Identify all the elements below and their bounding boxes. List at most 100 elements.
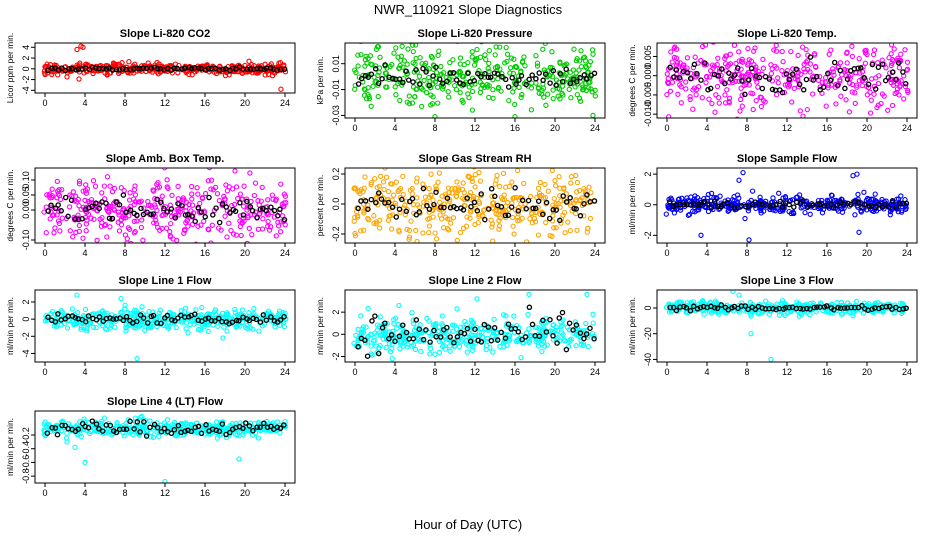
data-point: [131, 201, 137, 208]
median-point: [570, 327, 576, 333]
data-point: [82, 306, 89, 313]
median-point: [746, 77, 752, 83]
median-point: [494, 337, 501, 343]
data-point: [156, 310, 162, 316]
data-point: [354, 214, 361, 220]
x-tick-label: 8: [122, 98, 127, 108]
data-point: [265, 212, 271, 218]
data-point: [751, 62, 757, 68]
median-point: [175, 422, 182, 429]
median-point: [697, 202, 703, 208]
outlier-point: [512, 114, 518, 118]
y-tick-label: -20: [643, 327, 653, 340]
median-point: [814, 304, 820, 310]
data-point: [130, 431, 136, 438]
data-point: [503, 184, 509, 190]
data-point: [214, 191, 221, 197]
data-point: [685, 212, 692, 218]
data-point: [485, 65, 491, 72]
median-point: [472, 326, 478, 332]
x-tick-label: 16: [200, 248, 210, 258]
data-point: [41, 427, 47, 433]
data-point: [501, 192, 507, 198]
data-point: [831, 72, 837, 78]
data-point: [365, 85, 371, 91]
data-point: [199, 195, 206, 202]
median-point: [203, 422, 209, 428]
data-point: [166, 323, 172, 330]
median-point: [229, 319, 236, 325]
median-point: [567, 80, 574, 87]
x-tick-label: 4: [82, 367, 87, 377]
x-tick-label: 16: [510, 123, 520, 133]
data-point: [386, 205, 393, 211]
data-point: [896, 65, 903, 71]
outlier-point: [454, 306, 460, 312]
data-point: [472, 184, 478, 190]
median-point: [766, 76, 773, 82]
y-axis-label: ml/min per min.: [5, 418, 15, 476]
data-point: [438, 63, 444, 70]
data-point: [409, 310, 415, 316]
data-point: [557, 60, 563, 66]
median-point: [55, 311, 61, 317]
data-point: [389, 61, 395, 68]
median-point: [244, 66, 250, 72]
median-point: [216, 219, 223, 226]
data-point: [477, 178, 484, 184]
data-point: [771, 47, 777, 53]
data-point: [76, 203, 82, 209]
median-point: [859, 204, 865, 211]
data-point: [99, 190, 105, 196]
median-point: [889, 198, 896, 204]
data-point: [717, 38, 721, 42]
y-tick-label: -0.005: [643, 82, 653, 108]
median-point: [274, 67, 280, 73]
data-point: [804, 106, 810, 113]
median-point: [748, 65, 755, 72]
data-point: [887, 212, 893, 218]
data-point: [352, 214, 358, 221]
median-point: [44, 430, 51, 436]
outlier-point: [742, 215, 748, 222]
data-point: [483, 56, 489, 63]
data-point: [478, 325, 484, 331]
median-point: [134, 419, 141, 425]
data-point: [132, 192, 139, 198]
data-point: [504, 58, 510, 65]
outlier-point: [476, 169, 482, 176]
data-point: [690, 106, 696, 112]
data-point: [164, 177, 170, 183]
data-point: [52, 225, 58, 231]
median-point: [861, 201, 868, 208]
data-point: [492, 64, 499, 71]
median-point: [138, 205, 144, 212]
data-point: [706, 96, 712, 102]
median-point: [724, 199, 731, 206]
data-point: [66, 204, 73, 210]
data-point: [817, 73, 823, 80]
x-tick-label: 0: [42, 367, 47, 377]
median-point: [263, 207, 269, 214]
outlier-point: [162, 478, 168, 483]
median-point: [859, 302, 865, 309]
median-point: [715, 203, 721, 210]
data-point: [745, 62, 751, 68]
data-point: [171, 419, 178, 426]
data-points: [663, 290, 909, 362]
median-point: [213, 427, 219, 434]
data-point: [779, 68, 785, 74]
data-point: [175, 183, 181, 190]
data-point: [495, 76, 501, 82]
data-point: [258, 198, 264, 204]
outlier-point: [800, 113, 806, 118]
median-point: [762, 73, 769, 80]
data-point: [219, 310, 226, 316]
data-point: [171, 311, 177, 318]
data-point: [83, 182, 89, 188]
median-point: [454, 334, 461, 340]
median-point: [858, 65, 864, 71]
outlier-point: [474, 296, 480, 302]
data-point: [90, 178, 97, 184]
